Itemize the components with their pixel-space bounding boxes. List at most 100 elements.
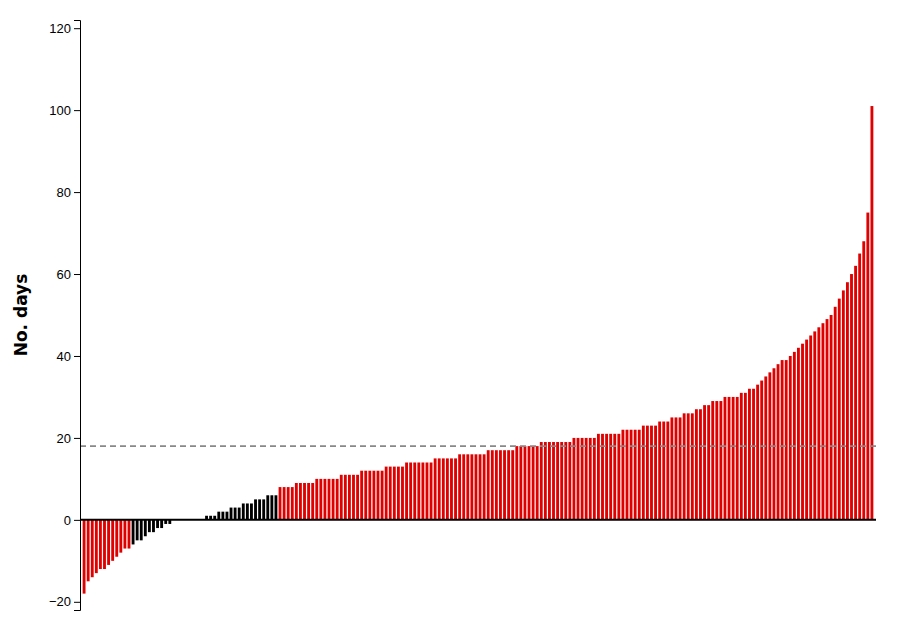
bar: [813, 331, 816, 519]
bar: [462, 454, 465, 520]
bar: [540, 442, 543, 520]
bar: [479, 454, 482, 520]
bar: [156, 520, 159, 528]
bar: [773, 368, 776, 520]
bar: [499, 450, 502, 520]
bar: [475, 454, 478, 520]
bar: [401, 467, 404, 520]
bar: [744, 393, 747, 520]
bar: [728, 397, 731, 520]
bar: [287, 487, 290, 520]
bar: [703, 405, 706, 520]
bar: [564, 442, 567, 520]
tick-label: 60: [57, 267, 71, 282]
bar: [119, 520, 122, 553]
bar: [638, 430, 641, 520]
bar: [777, 364, 780, 520]
bar: [809, 335, 812, 519]
bar: [323, 479, 326, 520]
bar: [275, 495, 278, 520]
bar: [430, 463, 433, 520]
bar: [572, 438, 575, 520]
bar: [136, 520, 139, 540]
plot: −20020406080100120: [49, 21, 876, 611]
bar: [160, 520, 163, 528]
bar: [666, 422, 669, 520]
median-line: [80, 445, 876, 447]
bar: [842, 290, 845, 519]
bar: [846, 282, 849, 520]
tick-label: 40: [57, 349, 71, 364]
bar: [385, 467, 388, 520]
bar: [83, 520, 86, 594]
bar: [340, 475, 343, 520]
bar: [732, 397, 735, 520]
bar: [107, 520, 110, 565]
tick: −20: [49, 594, 80, 609]
bar: [283, 487, 286, 520]
bar: [291, 487, 294, 520]
bar: [87, 520, 90, 581]
bar: [299, 483, 302, 520]
bar: [850, 274, 853, 520]
bar: [266, 495, 269, 520]
bar: [834, 307, 837, 520]
tick-label: 100: [49, 103, 71, 118]
bar: [548, 442, 551, 520]
bar: [336, 479, 339, 520]
tick-label: 80: [57, 185, 71, 200]
bar: [817, 327, 820, 520]
bar: [148, 520, 151, 532]
bar: [238, 508, 241, 520]
bar: [866, 213, 869, 520]
tick-mark: [74, 110, 80, 111]
bar: [715, 401, 718, 520]
bar: [593, 438, 596, 520]
bar: [707, 405, 710, 520]
bar: [393, 467, 396, 520]
bar: [760, 381, 763, 520]
bar: [736, 397, 739, 520]
bar: [152, 520, 155, 532]
bar: [446, 458, 449, 519]
bar: [226, 512, 229, 520]
bar: [544, 442, 547, 520]
bar: [115, 520, 118, 557]
bar: [699, 409, 702, 520]
bar: [695, 409, 698, 520]
bar: [242, 503, 245, 519]
bar: [234, 508, 237, 520]
bar: [111, 520, 114, 561]
bar: [230, 508, 233, 520]
bar: [217, 512, 220, 520]
bar: [560, 442, 563, 520]
bar: [785, 360, 788, 520]
bar: [458, 454, 461, 520]
tick-mark: [74, 192, 80, 193]
bar: [221, 512, 224, 520]
bar: [319, 479, 322, 520]
bar: [262, 499, 265, 519]
bar: [348, 475, 351, 520]
tick: 80: [57, 185, 80, 200]
bar: [344, 475, 347, 520]
bar: [372, 471, 375, 520]
bar: [528, 446, 531, 520]
bar: [438, 458, 441, 519]
bar: [254, 499, 257, 519]
bar: [413, 463, 416, 520]
bar: [381, 471, 384, 520]
tick-mark: [74, 520, 80, 521]
bar: [740, 393, 743, 520]
bar: [450, 458, 453, 519]
tick: 120: [49, 21, 80, 36]
bar: [568, 442, 571, 520]
bar: [511, 450, 514, 520]
bar: [838, 299, 841, 520]
bar: [634, 430, 637, 520]
bar: [483, 454, 486, 520]
tick-mark: [74, 602, 80, 603]
bar: [397, 467, 400, 520]
bar: [132, 520, 135, 545]
bar: [417, 463, 420, 520]
